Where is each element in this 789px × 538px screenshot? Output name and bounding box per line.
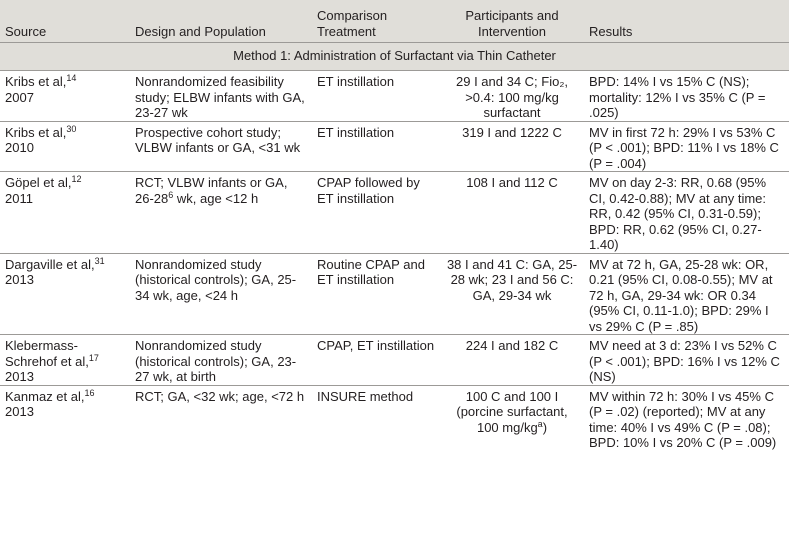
participants-cell: 224 I and 182 C <box>440 334 584 385</box>
source-cell: Kanmaz et al,16 2013 <box>0 384 130 451</box>
source-name: Kanmaz et al, <box>5 388 85 404</box>
source-cell: Göpel et al,12 2011 <box>0 171 130 253</box>
header-source: Source <box>0 0 130 43</box>
source-ref: 30 <box>66 123 77 134</box>
table-row: Kribs et al,30 2010 Prospective cohort st… <box>0 120 789 172</box>
source-ref: 12 <box>71 174 82 184</box>
design-cell: Nonrandomized study (historical controls… <box>130 334 312 385</box>
source-name: Kribs et al, <box>5 124 67 140</box>
header-row: Source Design and Population Comparison … <box>0 0 789 43</box>
results-cell: MV on day 2-3: RR, 0.68 (95% CI, 0.42-0.… <box>584 171 789 253</box>
source-cell: Dargaville et al,31 2013 <box>0 252 130 335</box>
section-title: Method 1: Administration of Surfactant v… <box>0 42 789 71</box>
table-row: Kribs et al,14 2007 Nonrandomized feasibi… <box>0 70 789 121</box>
comparison-cell: INSURE method <box>312 384 440 451</box>
source-name: Dargaville et al, <box>5 256 95 272</box>
design-cell: Nonrandomized feasibility study; ELBW in… <box>130 70 312 121</box>
results-cell: MV in first 72 h: 29% I vs 53% C (P < .0… <box>584 120 789 172</box>
table-row: Klebermass-Schrehof et al,17 2013 Nonrand… <box>0 334 789 385</box>
design-cell: Nonrandomized study (historical controls… <box>130 252 312 335</box>
comparison-cell: CPAP, ET instillation <box>312 334 440 385</box>
header-participants: Participants and Intervention <box>440 0 584 43</box>
source-year: 2013 <box>5 404 34 419</box>
source-ref: 31 <box>94 255 105 266</box>
participants-cell: 108 I and 112 C <box>440 171 584 253</box>
comparison-cell: ET instillation <box>312 70 440 121</box>
table-row: Dargaville et al,31 2013 Nonrandomized st… <box>0 252 789 335</box>
source-ref: 16 <box>84 387 95 398</box>
source-ref: 17 <box>88 352 99 363</box>
source-name: Göpel et al, <box>5 175 72 190</box>
participants-cell: 38 I and 41 C: GA, 25-28 wk; 23 I and 56… <box>440 252 584 335</box>
participants-cell: 319 I and 1222 C <box>440 120 584 172</box>
source-cell: Kribs et al,30 2010 <box>0 120 130 172</box>
source-cell: Klebermass-Schrehof et al,17 2013 <box>0 334 130 385</box>
header-results: Results <box>584 0 789 43</box>
participants-cell: 100 C and 100 I (porcine surfactant, 100… <box>440 384 584 451</box>
design-ref: 6 <box>168 189 174 200</box>
results-cell: BPD: 14% I vs 15% C (NS); mortality: 12%… <box>584 70 789 121</box>
source-year: 2007 <box>5 89 34 105</box>
results-cell: MV at 72 h, GA, 25-28 wk: OR, 0.21 (95% … <box>584 252 789 335</box>
source-year: 2011 <box>5 190 33 206</box>
source-year: 2013 <box>5 369 34 384</box>
source-year: 2010 <box>5 140 34 155</box>
comparison-cell: ET instillation <box>312 120 440 172</box>
header-design: Design and Population <box>130 0 312 43</box>
section-row: Method 1: Administration of Surfactant v… <box>0 42 789 71</box>
participants-text: 100 C and 100 I (porcine surfactant, 100… <box>456 388 568 435</box>
table-row: Kanmaz et al,16 2013 RCT; GA, <32 wk; age… <box>0 384 789 451</box>
participants-ref: a <box>537 418 543 429</box>
evidence-table: Source Design and Population Comparison … <box>0 0 789 451</box>
source-ref: 14 <box>66 73 77 83</box>
results-cell: MV within 72 h: 30% I vs 45% C (P = .02)… <box>584 384 789 451</box>
header-comparison: Comparison Treatment <box>312 0 440 43</box>
design-cell: RCT; GA, <32 wk; age, <72 h <box>130 384 312 451</box>
source-year: 2013 <box>5 272 34 287</box>
comparison-cell: CPAP followed by ET instillation <box>312 171 440 253</box>
participants-text: ) <box>542 419 548 435</box>
results-cell: MV need at 3 d: 23% I vs 52% C (P < .001… <box>584 334 789 385</box>
design-cell: Prospective cohort study; VLBW infants o… <box>130 120 312 172</box>
table-row: Göpel et al,12 2011 RCT; VLBW infants or … <box>0 171 789 253</box>
design-cell: RCT; VLBW infants or GA, 26-286 wk, age … <box>130 171 312 253</box>
design-text: RCT; VLBW infants or GA, 26-28 <box>135 175 288 206</box>
design-text: wk, age <12 h <box>173 190 259 206</box>
participants-cell: 29 I and 34 C; Fio₂, >0.4: 100 mg/kg sur… <box>440 70 584 121</box>
source-name: Klebermass-Schrehof et al, <box>5 338 89 369</box>
source-cell: Kribs et al,14 2007 <box>0 70 130 121</box>
comparison-cell: Routine CPAP and ET instillation <box>312 252 440 335</box>
source-name: Kribs et al, <box>5 74 67 89</box>
